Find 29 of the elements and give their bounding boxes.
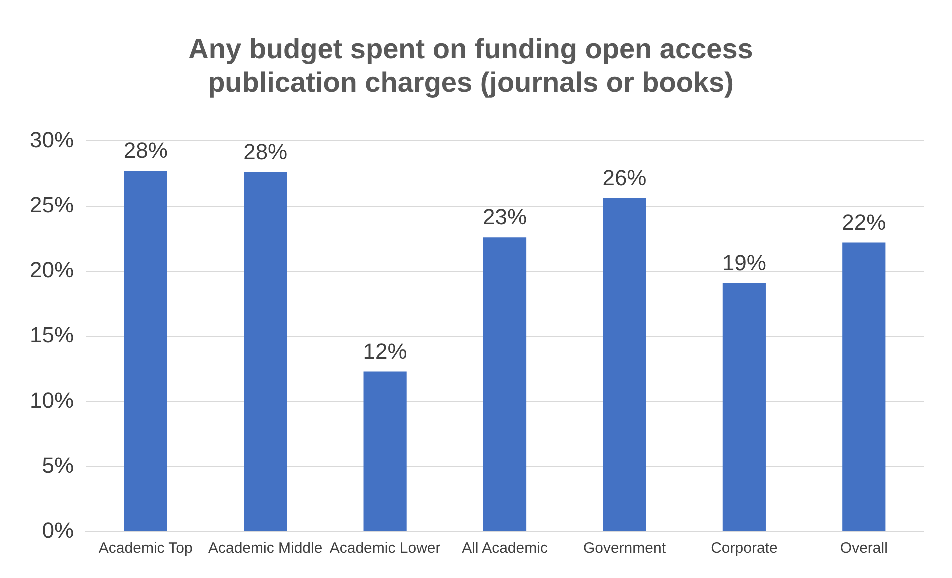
y-tick-label: 30% [30, 127, 74, 152]
bar [842, 242, 886, 532]
y-tick-label: 25% [30, 192, 74, 218]
y-tick-label: 10% [30, 388, 74, 413]
data-label: 28% [244, 140, 288, 165]
data-label: 22% [842, 210, 886, 235]
bar [244, 172, 288, 532]
bar [364, 372, 407, 532]
y-tick-label: 20% [30, 258, 74, 283]
data-label: 12% [363, 338, 408, 364]
x-tick-label: All Academic [462, 540, 548, 558]
x-tick-label: Corporate [711, 540, 778, 558]
y-tick-label: 5% [42, 452, 74, 478]
y-tick-label: 0% [42, 518, 74, 544]
bar [603, 198, 646, 532]
x-tick-label: Academic Top [98, 540, 193, 558]
bar [483, 238, 527, 532]
x-tick-label: Overall [840, 540, 888, 558]
x-tick-label: Academic Lower [330, 540, 441, 558]
chart-title: Any budget spent on funding open access publication charges (journals or books) [188, 34, 754, 98]
data-label: 26% [602, 166, 647, 191]
data-label: 28% [124, 138, 168, 164]
data-label: 23% [482, 204, 528, 230]
x-tick-label: Government [583, 540, 667, 558]
y-tick-label: 15% [30, 322, 74, 348]
x-tick-label: Academic Middle [208, 540, 323, 558]
bar [722, 283, 766, 532]
bar [124, 171, 168, 532]
data-label: 19% [722, 250, 766, 276]
